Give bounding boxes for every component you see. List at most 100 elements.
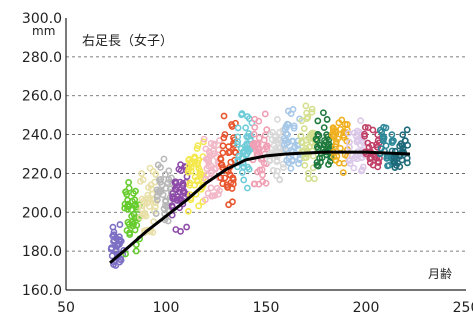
scatter-point	[194, 142, 202, 150]
scatter-point	[269, 129, 276, 136]
scatter-point	[251, 115, 259, 123]
scatter-point	[133, 221, 141, 229]
scatter-point	[196, 170, 204, 178]
scatter-point	[155, 176, 163, 184]
scatter-point	[265, 156, 273, 164]
scatter-point	[154, 196, 161, 204]
x-tick-label: 100	[153, 300, 180, 316]
scatter-point	[219, 142, 227, 150]
scatter-point	[247, 135, 254, 143]
scatter-point	[229, 180, 237, 188]
scatter-point	[201, 196, 209, 204]
scatter-point	[282, 145, 290, 153]
scatter-point	[375, 159, 383, 167]
scatter-point	[184, 168, 192, 176]
scatter-point	[203, 165, 211, 173]
scatter-point	[220, 112, 228, 120]
scatter-point	[165, 167, 173, 175]
scatter-point	[152, 203, 159, 211]
scatter-point	[195, 202, 203, 210]
x-tick-label: 200	[353, 300, 380, 316]
scatter-point	[361, 123, 369, 131]
scatter-point	[269, 167, 277, 174]
scatter-series	[328, 116, 351, 177]
scatter-point	[358, 167, 365, 175]
scatter-point	[274, 115, 281, 123]
scatter-point	[332, 156, 340, 164]
scatter-point	[273, 158, 281, 166]
scatter-point	[138, 170, 146, 177]
scatter-point	[193, 177, 201, 185]
scatter-point	[403, 154, 411, 162]
y-tick-labels: 160.0 180.0 200.0 220.0 240.0 260.0 280.0 300.0	[22, 11, 62, 299]
scatter-point	[320, 109, 327, 117]
scatter-point	[316, 141, 324, 149]
y-tick-label: 220.0	[22, 166, 62, 182]
scatter-point	[329, 124, 337, 132]
scatter-point	[175, 165, 183, 173]
scatter-point	[176, 188, 184, 196]
axes	[65, 18, 466, 291]
scatter-point	[256, 166, 264, 174]
scatter-point	[129, 222, 136, 230]
scatter-point	[177, 227, 184, 235]
scatter-point	[403, 126, 411, 134]
scatter-point	[350, 164, 358, 172]
scatter-point	[240, 163, 248, 171]
y-tick-label: 180.0	[22, 244, 62, 260]
scatter-series	[107, 221, 128, 269]
trend-line-group	[109, 150, 411, 264]
scatter-point	[133, 214, 140, 221]
scatter-point	[337, 125, 344, 133]
scatter-point	[162, 184, 170, 192]
scatter-point	[200, 138, 207, 146]
scatter-point	[321, 137, 328, 144]
scatter-point	[123, 227, 131, 234]
scatter-point	[242, 124, 250, 132]
scatter-points	[107, 102, 412, 269]
scatter-point	[251, 180, 259, 188]
scatter-point	[361, 130, 368, 138]
scatter-point	[298, 117, 306, 125]
scatter-point	[305, 175, 312, 183]
scatter-point	[196, 167, 204, 175]
scatter-point	[399, 131, 407, 139]
y-axis-unit: mm	[32, 24, 55, 38]
x-tick-label: 50	[57, 300, 75, 316]
scatter-point	[180, 187, 188, 195]
scatter-point	[272, 144, 280, 152]
scatter-point	[229, 198, 236, 206]
scatter-point	[183, 223, 191, 231]
scatter-point	[132, 187, 139, 195]
scatter-series	[280, 105, 304, 172]
scatter-point	[283, 156, 291, 164]
scatter-point	[399, 145, 407, 153]
scatter-point	[234, 124, 242, 132]
scatter-point	[185, 162, 193, 170]
scatter-point	[284, 131, 291, 139]
scatter-point	[281, 126, 289, 133]
scatter-point	[259, 171, 266, 179]
scatter-point	[229, 176, 237, 183]
scatter-series	[234, 110, 256, 192]
scatter-point	[272, 136, 280, 144]
scatter-point	[116, 233, 123, 241]
scatter-point	[346, 156, 354, 164]
scatter-point	[380, 123, 387, 131]
scatter-point	[112, 262, 120, 269]
scatter-point	[160, 155, 168, 163]
scatter-point	[290, 143, 298, 151]
scatter-point	[191, 155, 198, 162]
scatter-point	[221, 174, 229, 182]
scatter-point	[240, 176, 248, 184]
scatter-point	[161, 171, 169, 178]
scatter-point	[300, 125, 308, 132]
scatter-point	[217, 155, 225, 163]
scatter-series	[121, 178, 144, 258]
scatter-series	[361, 123, 383, 171]
scatter-point	[388, 131, 396, 139]
scatter-point	[364, 124, 372, 132]
scatter-point	[202, 145, 210, 153]
scatter-point	[160, 205, 168, 213]
